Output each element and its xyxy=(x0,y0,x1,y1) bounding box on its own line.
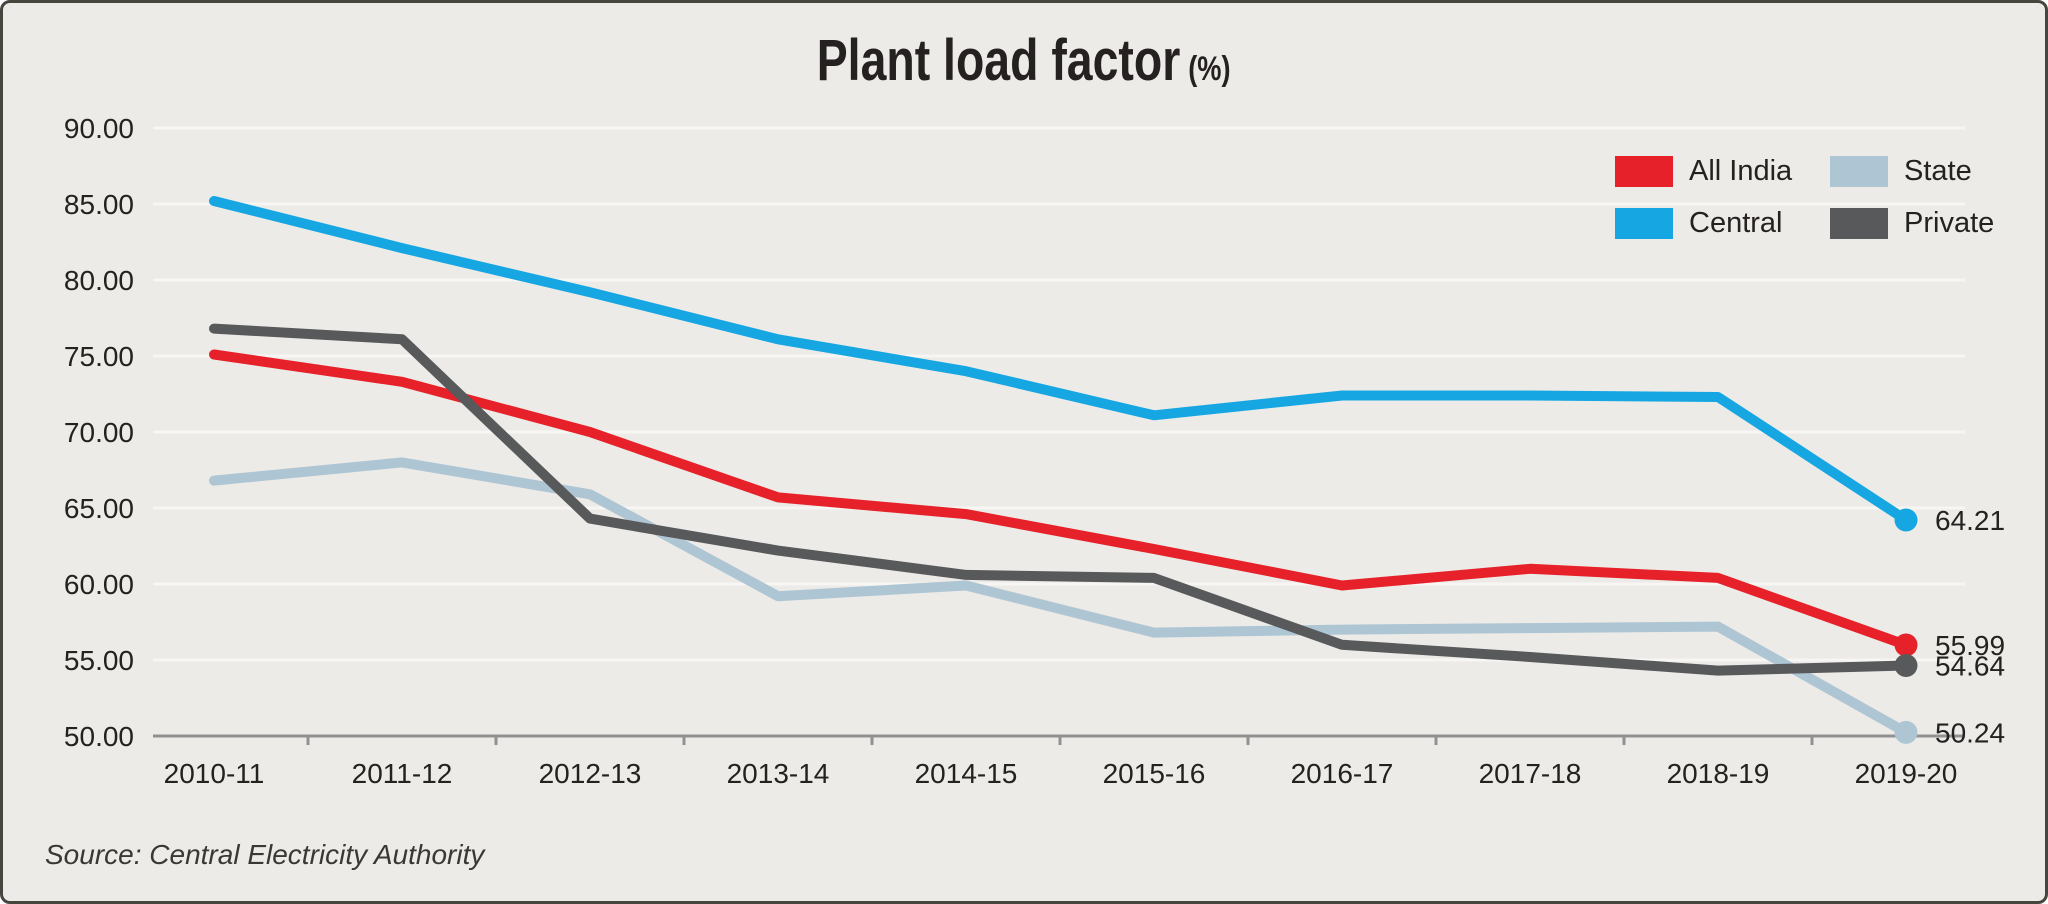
legend-swatch-all-india xyxy=(1615,155,1673,187)
source-note: Source: Central Electricity Authority xyxy=(45,839,485,870)
legend-label-all-india: All India xyxy=(1689,154,1793,187)
x-axis-label: 2013-14 xyxy=(727,758,830,789)
legend-item-all-india: All India xyxy=(1615,153,1830,189)
legend-swatch-private xyxy=(1830,207,1888,239)
x-axis-label: 2017-18 xyxy=(1479,758,1582,789)
series-end-dot-private xyxy=(1894,653,1918,677)
legend-item-state: State xyxy=(1830,153,1994,189)
y-axis-label: 70.00 xyxy=(64,417,134,448)
line-chart: 90.00 85.00 80.00 75.00 70.00 65.00 60.00 55.00… xyxy=(64,113,2005,789)
x-axis-label: 2014-15 xyxy=(915,758,1018,789)
x-axis-label: 2012-13 xyxy=(539,758,642,789)
end-value-label-private: 54.64 xyxy=(1935,650,2005,681)
legend-item-private: Private xyxy=(1830,205,1994,241)
y-axis-label: 90.00 xyxy=(64,113,134,144)
x-axis-label: 2019-20 xyxy=(1855,758,1958,789)
series-end-dot-state xyxy=(1894,720,1918,744)
series-line-central xyxy=(209,196,1911,525)
legend-label-state: State xyxy=(1904,154,1972,187)
legend-label-private: Private xyxy=(1904,206,1995,239)
y-axis-label: 75.00 xyxy=(64,341,134,372)
x-axis-label: 2018-19 xyxy=(1667,758,1770,789)
y-axis-label: 80.00 xyxy=(64,265,134,296)
end-value-label-state: 50.24 xyxy=(1935,717,2005,748)
y-axis-label: 85.00 xyxy=(64,189,134,220)
chart-title-text: Plant load factor xyxy=(817,28,1181,93)
x-axis-label: 2015-16 xyxy=(1103,758,1206,789)
series-end-dot-all-india xyxy=(1894,633,1918,657)
legend: All India State Central Private xyxy=(1615,153,1994,241)
y-axis-label: 65.00 xyxy=(64,493,134,524)
end-value-label-all-india: 55.99 xyxy=(1935,630,2005,661)
series-line-state xyxy=(209,457,1911,738)
series-line-private xyxy=(209,323,1911,676)
legend-swatch-state xyxy=(1830,155,1888,187)
x-axis-label: 2016-17 xyxy=(1291,758,1394,789)
legend-swatch-central xyxy=(1615,207,1673,239)
y-axis-label: 55.00 xyxy=(64,645,134,676)
y-axis-label: 60.00 xyxy=(64,569,134,600)
y-axis-label: 50.00 xyxy=(64,721,134,752)
legend-label-central: Central xyxy=(1689,206,1783,239)
chart-title-unit: (%) xyxy=(1188,50,1231,88)
x-axis-label: 2010-11 xyxy=(164,758,265,789)
legend-item-central: Central xyxy=(1615,205,1830,241)
x-axis-label: 2011-12 xyxy=(352,758,453,789)
chart-title: Plant load factor (%) xyxy=(3,29,2045,93)
series-end-dot-central xyxy=(1894,508,1918,532)
series-line-all-india xyxy=(209,349,1911,650)
end-value-label-central: 64.21 xyxy=(1935,505,2005,536)
